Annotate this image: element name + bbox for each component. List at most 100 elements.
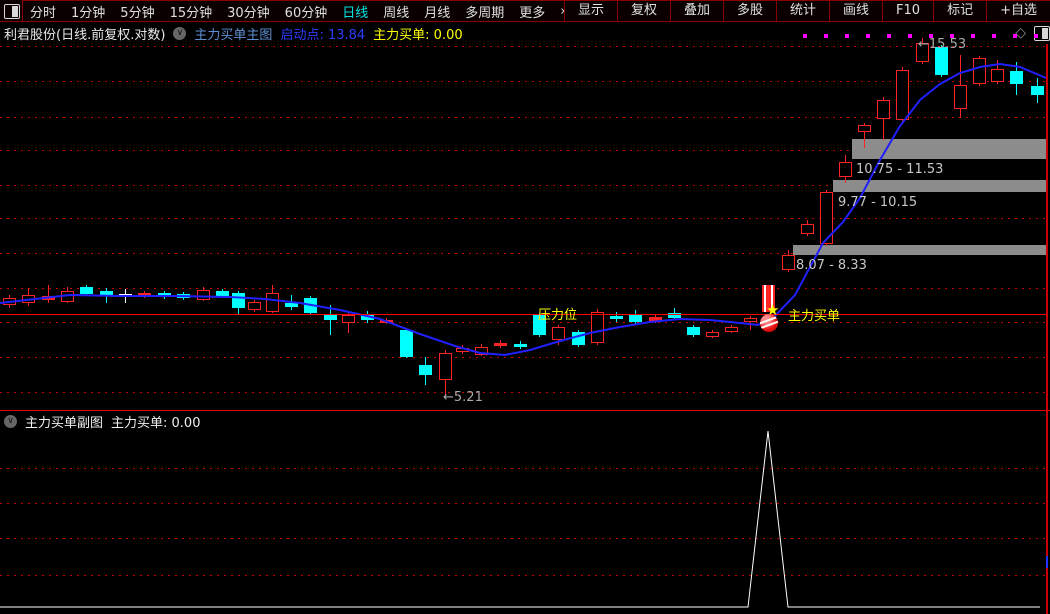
subchart-title[interactable]: 主力买单副图 bbox=[25, 415, 104, 431]
candle-body bbox=[514, 344, 527, 347]
candle-body bbox=[232, 293, 245, 308]
candle-body bbox=[324, 315, 337, 320]
candle-body bbox=[1031, 86, 1044, 95]
candle-body bbox=[119, 294, 132, 296]
tab-5min[interactable]: 5分钟 bbox=[120, 5, 155, 21]
tab-more[interactable]: 更多 bbox=[519, 5, 546, 21]
resistance-band bbox=[793, 245, 1046, 255]
candle-body bbox=[877, 100, 890, 119]
gridline bbox=[0, 468, 1046, 469]
diamond-icon[interactable]: ◇ bbox=[1015, 25, 1026, 41]
tab-daily[interactable]: 日线 bbox=[342, 5, 369, 21]
low-price-label: ←5.21 bbox=[443, 390, 483, 405]
symbol-title: 利君股份(日线.前复权.对数) bbox=[4, 27, 166, 43]
band-label-1: 10.75 - 11.53 bbox=[856, 162, 944, 177]
add-watchlist-button[interactable]: +自选 bbox=[986, 0, 1050, 21]
scrollbar-marker[interactable] bbox=[1046, 556, 1048, 568]
candle-body bbox=[687, 327, 700, 335]
multi-stock-button[interactable]: 多股 bbox=[723, 0, 776, 21]
candle-body bbox=[649, 317, 662, 322]
candle-body bbox=[591, 312, 604, 343]
draw-line-button[interactable]: 画线 bbox=[829, 0, 882, 21]
candle-body bbox=[973, 58, 986, 84]
candle-body bbox=[361, 315, 374, 320]
period-tabs: 分时 1分钟 5分钟 15分钟 30分钟 60分钟 日线 周线 月线 多周期 更… bbox=[30, 0, 566, 22]
gridline bbox=[0, 357, 1046, 358]
resistance-band bbox=[852, 139, 1046, 159]
gridline bbox=[0, 392, 1046, 393]
gridline bbox=[0, 575, 1046, 576]
candle-body bbox=[801, 224, 814, 234]
tab-weekly[interactable]: 周线 bbox=[383, 5, 410, 21]
overlay-button[interactable]: 叠加 bbox=[669, 0, 723, 21]
tab-30min[interactable]: 30分钟 bbox=[227, 5, 270, 21]
candle-body bbox=[197, 290, 210, 300]
band-label-3: 8.07 - 8.33 bbox=[796, 258, 867, 273]
signal-text-label: 主力买单 bbox=[788, 309, 841, 324]
candle-body bbox=[916, 43, 929, 62]
tab-60min[interactable]: 60分钟 bbox=[284, 5, 328, 21]
candle-body bbox=[304, 298, 317, 313]
candle-body bbox=[400, 330, 413, 357]
indicator-collapse-icon[interactable]: ∨ bbox=[173, 26, 187, 40]
tab-multi-period[interactable]: 多周期 bbox=[465, 5, 505, 21]
pressure-level-line bbox=[0, 314, 1046, 315]
candle-wick bbox=[330, 305, 331, 335]
display-button[interactable]: 显示 bbox=[563, 0, 617, 21]
chart-header: 利君股份(日线.前复权.对数) ∨ 主力买单主图 启动点: 13.84 主力买单… bbox=[0, 22, 1050, 44]
gridline bbox=[0, 46, 1046, 47]
f10-button[interactable]: F10 bbox=[882, 0, 933, 21]
mark-button[interactable]: 标记 bbox=[933, 0, 986, 21]
chart-right-border bbox=[1046, 44, 1048, 614]
top-menu-bar: 分时 1分钟 5分钟 15分钟 30分钟 60分钟 日线 周线 月线 多周期 更… bbox=[0, 0, 1050, 22]
subchart-signal-line bbox=[0, 430, 1040, 608]
tab-fenshi[interactable]: 分时 bbox=[30, 5, 57, 21]
gridline bbox=[0, 538, 1046, 539]
candle-body bbox=[494, 343, 507, 346]
pressure-zone-label: 压力位 bbox=[538, 308, 578, 323]
candle-body bbox=[725, 327, 738, 332]
candle-body bbox=[266, 293, 279, 312]
tab-15min[interactable]: 15分钟 bbox=[169, 5, 213, 21]
candle-wick bbox=[48, 285, 49, 303]
candle-body bbox=[858, 125, 871, 132]
gridline bbox=[0, 503, 1046, 504]
candle-body bbox=[629, 315, 642, 322]
layout-split-icon[interactable] bbox=[4, 4, 20, 19]
candle-body bbox=[61, 291, 74, 302]
gridline bbox=[0, 81, 1046, 82]
panel-divider[interactable] bbox=[0, 410, 1050, 411]
panel-toggle-icon[interactable] bbox=[1034, 25, 1050, 41]
candle-body bbox=[839, 162, 852, 177]
gridline bbox=[0, 218, 1046, 219]
main-indicator-name[interactable]: 主力买单主图 bbox=[194, 27, 273, 43]
tab-1min[interactable]: 1分钟 bbox=[71, 5, 106, 21]
candle-body bbox=[1010, 71, 1023, 84]
gridline bbox=[0, 322, 1046, 323]
resistance-band bbox=[833, 180, 1046, 192]
candle-body bbox=[954, 85, 967, 109]
candle-body bbox=[610, 316, 623, 319]
statistics-button[interactable]: 统计 bbox=[776, 0, 829, 21]
candle-body bbox=[177, 294, 190, 298]
signal-ball-icon bbox=[760, 314, 778, 332]
candle-body bbox=[100, 291, 113, 296]
peak-price-label: ←15.53 bbox=[918, 37, 967, 52]
tab-monthly[interactable]: 月线 bbox=[424, 5, 451, 21]
candle-body bbox=[991, 69, 1004, 82]
candle-body bbox=[552, 327, 565, 340]
subchart-collapse-icon[interactable]: ∨ bbox=[4, 414, 17, 428]
start-point-value: 启动点: 13.84 bbox=[280, 27, 366, 43]
candle-body bbox=[22, 295, 35, 303]
main-buy-value: 主力买单: 0.00 bbox=[373, 27, 463, 43]
adjust-button[interactable]: 复权 bbox=[616, 0, 670, 21]
candle-body bbox=[138, 293, 151, 296]
subchart-value: 主力买单: 0.00 bbox=[111, 415, 201, 431]
candle-body bbox=[419, 365, 432, 375]
more-arrow-icon[interactable]: › bbox=[560, 3, 566, 19]
candle-body bbox=[158, 293, 171, 297]
candle-body bbox=[820, 192, 833, 244]
candle-body bbox=[42, 296, 55, 300]
candle-body bbox=[706, 332, 719, 337]
